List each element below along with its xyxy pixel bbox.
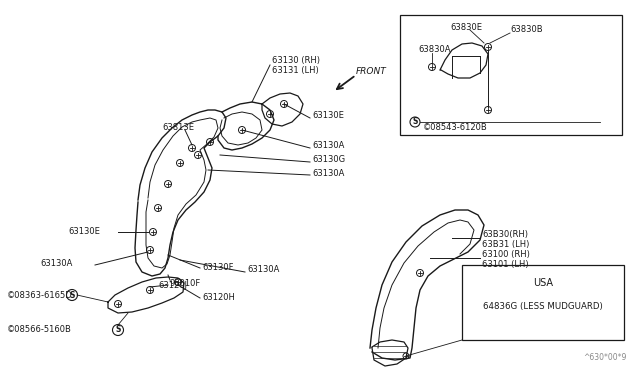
Text: USA: USA bbox=[533, 278, 553, 288]
Text: 63130A: 63130A bbox=[312, 169, 344, 177]
Text: 63130E: 63130E bbox=[312, 112, 344, 121]
Text: 63130G: 63130G bbox=[312, 155, 345, 164]
Text: 63830A: 63830A bbox=[418, 45, 451, 55]
Text: 63130A: 63130A bbox=[247, 266, 280, 275]
Text: 63120J: 63120J bbox=[158, 280, 187, 289]
Text: 63B30(RH): 63B30(RH) bbox=[482, 230, 528, 238]
Text: 63100 (RH): 63100 (RH) bbox=[482, 250, 530, 259]
Bar bbox=[400, 15, 622, 135]
Text: FRONT: FRONT bbox=[356, 67, 387, 77]
Text: 63130 (RH): 63130 (RH) bbox=[272, 55, 320, 64]
Text: 63830E: 63830E bbox=[450, 22, 482, 32]
Bar bbox=[462, 265, 624, 340]
Text: ©08566-5160B: ©08566-5160B bbox=[7, 326, 72, 334]
Text: ©08363-6165D: ©08363-6165D bbox=[7, 291, 73, 299]
Text: 63131 (LH): 63131 (LH) bbox=[272, 65, 319, 74]
Text: S: S bbox=[69, 291, 75, 299]
Text: 63130F: 63130F bbox=[202, 263, 234, 273]
Text: 63120H: 63120H bbox=[202, 294, 235, 302]
Text: 63813E: 63813E bbox=[162, 122, 194, 131]
Text: 63130A: 63130A bbox=[312, 141, 344, 151]
Text: ^630*00*9: ^630*00*9 bbox=[583, 353, 627, 362]
Text: 63101 (LH): 63101 (LH) bbox=[482, 260, 529, 269]
Text: 63B31 (LH): 63B31 (LH) bbox=[482, 240, 529, 248]
Text: S: S bbox=[412, 118, 418, 126]
Text: 96010F: 96010F bbox=[169, 279, 200, 288]
Text: 63130A: 63130A bbox=[40, 259, 72, 267]
Text: 63130E: 63130E bbox=[68, 228, 100, 237]
Text: S: S bbox=[115, 326, 121, 334]
Text: 63830B: 63830B bbox=[510, 26, 543, 35]
Text: ©08543-6120B: ©08543-6120B bbox=[423, 124, 488, 132]
Text: 64836G (LESS MUDGUARD): 64836G (LESS MUDGUARD) bbox=[483, 302, 603, 311]
